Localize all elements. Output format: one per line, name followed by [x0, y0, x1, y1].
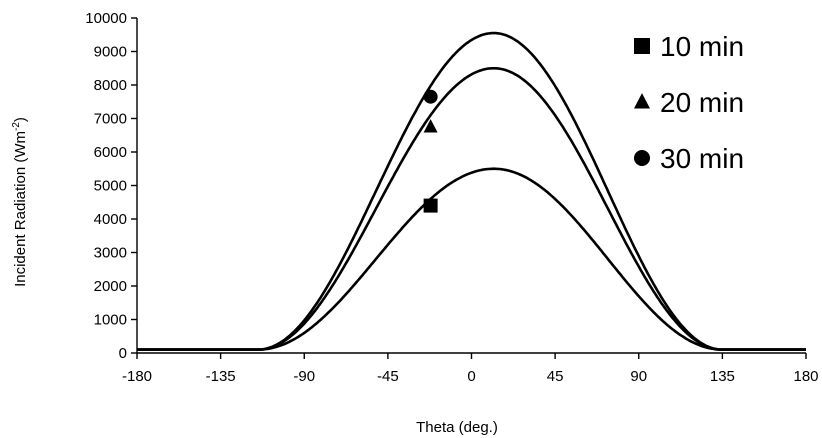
series-line-1 [137, 167, 806, 351]
x-tick-label-8: 135 [710, 368, 735, 385]
data-marker-3 [423, 89, 438, 104]
legend: 10 min 20 min 30 min [634, 31, 744, 174]
y-axis-title: Incident Radiation (Wm-2) [11, 117, 29, 287]
y-axis-title-close: ) [12, 117, 29, 122]
x-tick-label-7: 90 [630, 368, 647, 385]
data-marker-2 [423, 119, 438, 133]
y-tick-label-11: 10000 [85, 10, 127, 27]
y-tick-label-8: 7000 [94, 111, 127, 128]
y-tick-label-7: 6000 [94, 144, 127, 161]
data-marker-1 [423, 198, 438, 213]
x-tick-label-1: -180 [122, 368, 152, 385]
x-tick-labels: -180 -135 -90 -45 0 45 90 135 180 [122, 368, 819, 385]
x-axis-title: Theta (deg.) [416, 419, 498, 436]
y-tick-label-2: 1000 [94, 312, 127, 329]
x-tick-label-5: 0 [467, 368, 475, 385]
series-curves [137, 31, 806, 351]
legend-marker-1 [634, 38, 650, 54]
y-tick-label-1: 0 [119, 345, 127, 362]
x-tick-label-4: -45 [377, 368, 399, 385]
series-markers [423, 89, 438, 213]
legend-marker-3 [634, 150, 650, 166]
y-tick-label-4: 3000 [94, 245, 127, 262]
x-tick-label-9: 180 [793, 368, 818, 385]
legend-label-1: 10 min [660, 31, 744, 62]
y-tick-labels: 0 1000 2000 3000 4000 5000 6000 7000 8000 9000 100… [85, 10, 127, 362]
legend-label-3: 30 min [660, 143, 744, 174]
series-line-3 [137, 31, 806, 351]
y-tick-label-6: 5000 [94, 178, 127, 195]
x-tick-label-2: -135 [206, 368, 236, 385]
y-axis-title-sup: -2 [11, 122, 22, 131]
y-axis-title-main: Incident Radiation (Wm [12, 131, 29, 287]
y-tick-label-10: 9000 [94, 44, 127, 61]
legend-label-2: 20 min [660, 87, 744, 118]
x-tick-label-3: -90 [293, 368, 315, 385]
legend-marker-2 [634, 93, 650, 109]
y-tick-label-5: 4000 [94, 211, 127, 228]
x-tick-label-6: 45 [547, 368, 564, 385]
y-tick-label-9: 8000 [94, 77, 127, 94]
y-tick-label-3: 2000 [94, 278, 127, 295]
axes [131, 17, 807, 359]
